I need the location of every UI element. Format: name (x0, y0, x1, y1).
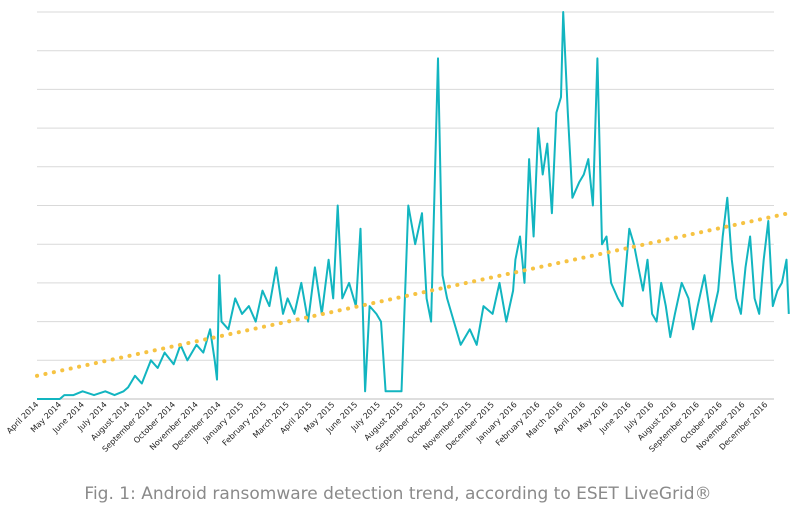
series-group (35, 11, 791, 400)
gridlines (37, 11, 774, 361)
figure-caption: Fig. 1: Android ransomware detection tre… (84, 484, 712, 504)
trend-line (35, 211, 791, 378)
detections-line (37, 11, 790, 400)
